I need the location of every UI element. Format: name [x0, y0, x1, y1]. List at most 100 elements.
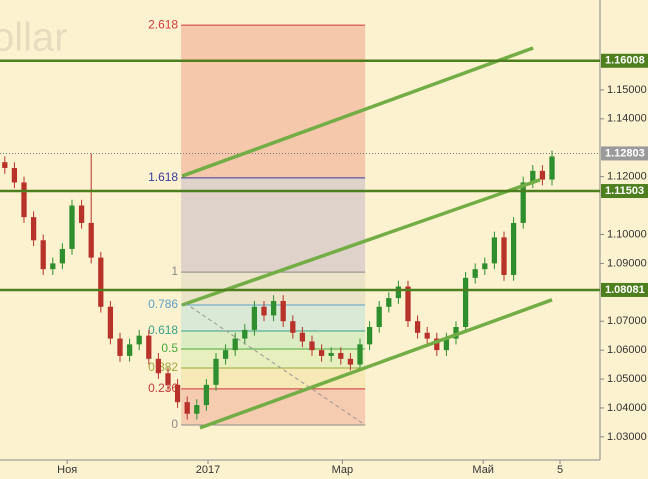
candle-body [78, 205, 85, 223]
candle-body [338, 353, 344, 359]
candle-body [280, 300, 286, 322]
candle-body [357, 344, 363, 365]
candle-body [11, 167, 18, 183]
level-label: 1.08081 [605, 284, 645, 296]
candle-body [386, 298, 392, 307]
fib-level-label: 0.618 [148, 323, 178, 337]
fib-level-label: 0 [171, 417, 178, 431]
y-tick-label: 1.09000 [607, 257, 647, 269]
fib-band [181, 348, 366, 369]
candle-body [318, 350, 325, 356]
fib-band [181, 388, 366, 426]
candle-body [88, 222, 94, 258]
candle-body [405, 286, 411, 322]
candle-body [366, 327, 373, 345]
fib-level-label: 0.382 [148, 360, 178, 374]
candle-body [510, 222, 517, 275]
fib-band [181, 177, 366, 273]
fib-level-label: 0.5 [161, 341, 178, 355]
candle-body [443, 338, 450, 351]
candle-body [126, 344, 133, 356]
candle-body [453, 327, 459, 339]
fib-level-label: 2.618 [148, 17, 178, 31]
watermark: ollar [0, 16, 68, 60]
candle-body [520, 182, 526, 223]
candle-body [539, 170, 546, 180]
candle-body [232, 338, 238, 351]
x-tick-label: Ноя [57, 464, 77, 476]
candle-body [376, 306, 382, 328]
fib-level-label: 1 [171, 264, 178, 278]
candle-body [270, 300, 277, 316]
candle-body [174, 384, 181, 403]
y-tick-label: 1.14000 [607, 113, 647, 125]
candle-body [299, 332, 306, 342]
candle-body [242, 329, 248, 339]
level-label: 1.11503 [605, 185, 644, 197]
last-price-label: 1.12803 [605, 147, 645, 159]
fib-band [181, 331, 366, 349]
candle-body [136, 335, 142, 345]
candle-body [146, 335, 152, 359]
level-label-box [601, 53, 648, 68]
candle-body [482, 263, 488, 270]
candle-body [328, 353, 334, 356]
candle-body [165, 373, 171, 385]
candle-body [222, 350, 229, 359]
trendline [181, 178, 541, 307]
level-label-box [601, 282, 648, 297]
fib-level-label: 0.236 [148, 381, 178, 395]
y-tick-label: 1.10000 [607, 228, 647, 240]
candle-body [30, 217, 37, 241]
last-price-box [601, 146, 648, 161]
candle-body [462, 277, 469, 328]
candle-body [472, 269, 478, 278]
y-tick-label: 1.12000 [607, 171, 647, 183]
candle-body [59, 248, 66, 264]
candle-body [530, 170, 536, 183]
fib-band [181, 25, 366, 178]
candle-body [213, 358, 219, 385]
y-tick-label: 1.04000 [607, 402, 647, 414]
y-tick-label: 1.03000 [607, 431, 647, 443]
candle-body [347, 358, 354, 365]
fib-level-label: 0.786 [148, 297, 178, 311]
y-tick-label: 1.05000 [607, 373, 647, 385]
candle-body [414, 321, 421, 333]
candle-body [290, 321, 296, 333]
candle-body [395, 286, 402, 299]
candle-body [21, 182, 27, 218]
candle-body [98, 257, 104, 307]
candle-body [194, 405, 200, 414]
y-tick-label: 1.15000 [607, 84, 647, 96]
candle-body [491, 237, 498, 264]
candle-body [40, 240, 46, 270]
candle-body [251, 306, 258, 330]
candle-body [184, 402, 190, 414]
candle-body [107, 306, 114, 339]
y-tick-label: 1.07000 [607, 315, 647, 327]
level-label-box [601, 184, 648, 199]
candle-body [424, 332, 430, 339]
level-label: 1.16008 [605, 55, 645, 67]
trendline [184, 302, 366, 426]
x-tick-label: 2017 [196, 464, 220, 476]
candle-body [155, 358, 162, 374]
candle-body [50, 263, 56, 270]
candle-body [203, 384, 210, 406]
x-tick-label: Май [472, 464, 494, 476]
candle-body [69, 205, 75, 249]
candle-body [2, 162, 8, 168]
candle-body [434, 338, 440, 351]
y-tick-label: 1.06000 [607, 344, 647, 356]
trendline [199, 298, 553, 430]
fib-level-label: 1.618 [148, 170, 178, 184]
x-tick-label: Мар [332, 464, 354, 476]
candle-body [261, 306, 267, 316]
candle-body [549, 156, 555, 180]
candle-body [309, 341, 315, 351]
trendline [181, 46, 534, 178]
candle-body [501, 237, 507, 275]
x-tick-label: 5 [557, 464, 563, 476]
